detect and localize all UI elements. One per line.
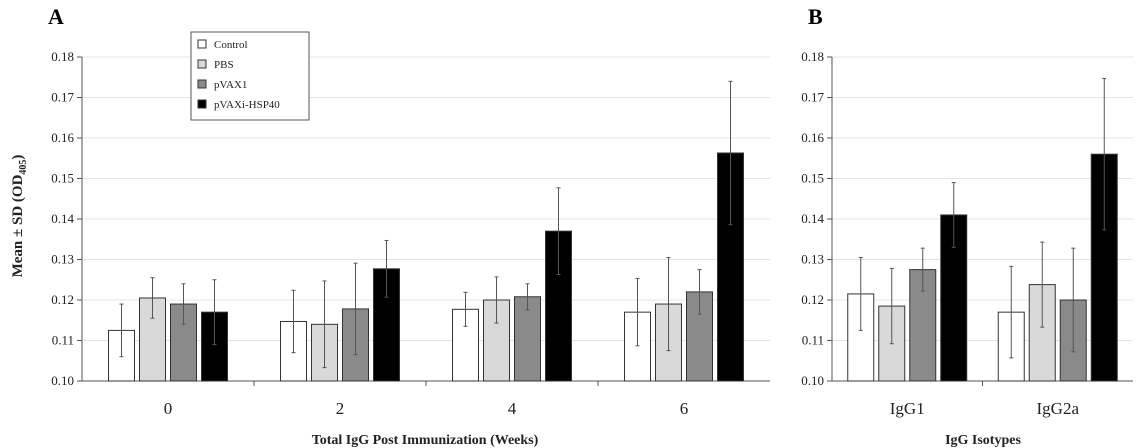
y-tick-label: 0.17 — [801, 90, 824, 105]
y-tick-label: 0.13 — [801, 252, 824, 267]
y-tick-label: 0.11 — [802, 333, 824, 348]
legend-box — [190, 31, 310, 121]
y-tick-label: 0.10 — [51, 373, 74, 388]
y-tick-label: 0.16 — [51, 130, 74, 145]
x-category-label: 2 — [336, 399, 345, 418]
bar — [624, 311, 651, 382]
panel-label: B — [808, 4, 823, 29]
x-category-label: 4 — [508, 399, 517, 418]
legend: Control PBS pVAX1 pVAXi-HSP40 — [190, 31, 310, 121]
y-axis-title-main: Mean ± SD (OD — [10, 174, 26, 277]
legend-label: pVAX1 — [214, 79, 247, 91]
x-category-label: IgG1 — [890, 399, 925, 418]
legend-swatch — [197, 79, 207, 89]
x-axis-title: IgG Isotypes — [945, 433, 1021, 448]
legend-swatch — [197, 59, 207, 69]
panel-label: A — [48, 4, 64, 29]
x-category-label: IgG2a — [1037, 399, 1080, 418]
y-tick-label: 0.18 — [51, 49, 74, 64]
y-tick-label: 0.14 — [801, 211, 824, 226]
y-tick-label: 0.13 — [51, 252, 74, 267]
bar — [1090, 153, 1118, 382]
y-tick-label: 0.12 — [51, 292, 74, 307]
legend-swatch — [197, 99, 207, 109]
panel-b: B 0.10 0.11 0.12 0.13 0.14 0.15 0.16 0.17 0.18 IgG… — [801, 4, 1133, 448]
x-category-label: 6 — [680, 399, 689, 418]
y-tick-label: 0.10 — [801, 373, 824, 388]
y-tick-label: 0.15 — [51, 171, 74, 186]
legend-label: Control — [214, 39, 248, 51]
y-tick-label: 0.17 — [51, 90, 74, 105]
y-tick-label: 0.16 — [801, 130, 824, 145]
x-axis-title: Total IgG Post Immunization (Weeks) — [312, 433, 539, 448]
y-tick-label: 0.12 — [801, 292, 824, 307]
panel-a: A 0.10 0.11 0.12 0.13 0.14 0.15 0.16 0.17 0.18 0 2 4… — [48, 4, 770, 448]
y-axis-title-close: ) — [10, 155, 26, 160]
y-tick-label: 0.18 — [801, 49, 824, 64]
y-tick-label: 0.11 — [52, 333, 74, 348]
y-axis-title-subscript: 405 — [18, 160, 29, 175]
y-tick-label: 0.15 — [801, 171, 824, 186]
y-tick-label: 0.14 — [51, 211, 74, 226]
legend-label: pVAXi-HSP40 — [214, 99, 280, 111]
legend-label: PBS — [214, 59, 234, 71]
y-axis-title: Mean ± SD (OD405) — [10, 155, 29, 278]
x-category-label: 0 — [164, 399, 173, 418]
legend-swatch — [197, 39, 207, 49]
